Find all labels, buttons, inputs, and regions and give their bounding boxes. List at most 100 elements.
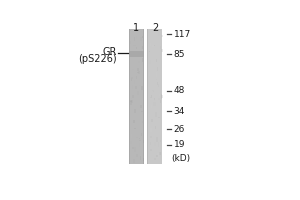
Bar <box>158 84 159 87</box>
Bar <box>143 29 144 164</box>
Bar <box>158 98 160 100</box>
Bar <box>154 50 155 53</box>
Bar <box>157 62 159 65</box>
Bar <box>138 157 139 160</box>
Bar <box>139 143 140 147</box>
Bar <box>158 117 160 118</box>
Bar <box>134 147 136 152</box>
Bar <box>141 133 142 136</box>
Text: (pS226): (pS226) <box>78 54 117 64</box>
Bar <box>143 140 144 143</box>
Bar <box>161 95 163 98</box>
Bar <box>136 154 137 157</box>
Text: GR: GR <box>102 47 117 57</box>
Bar <box>131 159 133 160</box>
Bar <box>140 37 142 41</box>
Bar <box>132 85 133 89</box>
Bar <box>134 128 136 129</box>
Bar <box>149 51 150 52</box>
Text: 85: 85 <box>173 50 185 59</box>
Bar <box>159 30 161 31</box>
Bar <box>134 120 135 123</box>
Bar <box>154 158 156 160</box>
Bar <box>130 78 132 79</box>
Bar <box>151 105 152 108</box>
Bar <box>138 61 140 63</box>
Bar <box>154 142 156 146</box>
Bar <box>136 47 137 49</box>
Bar <box>159 94 160 96</box>
Bar <box>161 29 163 164</box>
Bar <box>160 46 161 49</box>
Bar <box>138 71 140 74</box>
Bar <box>156 137 158 142</box>
Bar <box>135 86 137 89</box>
Bar <box>152 45 154 47</box>
Bar <box>139 140 141 141</box>
Bar <box>129 29 130 164</box>
Bar <box>144 29 147 164</box>
Bar <box>134 45 136 46</box>
Bar <box>149 60 151 64</box>
Bar <box>142 121 143 123</box>
Bar <box>160 100 161 103</box>
Bar <box>154 99 155 101</box>
Bar <box>137 68 139 71</box>
Bar <box>141 86 143 90</box>
Bar <box>150 128 152 132</box>
Bar <box>129 29 144 164</box>
Bar <box>147 29 148 164</box>
Bar <box>157 67 158 71</box>
Bar <box>160 152 161 155</box>
Bar <box>142 46 143 49</box>
Bar <box>154 98 155 100</box>
Bar <box>132 147 134 149</box>
Bar <box>150 69 151 72</box>
Bar <box>141 111 143 112</box>
Bar <box>154 43 155 47</box>
Bar <box>159 152 160 155</box>
Bar <box>139 85 141 86</box>
Bar <box>156 79 157 80</box>
Bar <box>134 37 135 41</box>
Bar <box>142 58 143 62</box>
Bar <box>129 51 144 57</box>
Bar <box>149 79 151 80</box>
Text: 26: 26 <box>173 125 185 134</box>
Bar <box>133 159 135 163</box>
Bar <box>137 72 139 73</box>
Bar <box>152 119 153 122</box>
Bar <box>156 155 158 157</box>
Bar <box>153 102 156 106</box>
Text: 19: 19 <box>173 140 185 149</box>
Bar <box>157 82 158 85</box>
Bar <box>142 158 144 161</box>
Bar <box>150 142 151 145</box>
Bar <box>140 105 142 108</box>
Bar <box>161 49 162 50</box>
Text: 1: 1 <box>133 23 140 33</box>
Bar <box>132 69 134 70</box>
Bar <box>155 112 157 117</box>
Bar <box>136 36 137 39</box>
Bar <box>160 140 161 142</box>
Bar <box>130 100 132 102</box>
Bar <box>130 41 131 44</box>
Bar <box>131 134 132 138</box>
Bar <box>150 43 151 46</box>
Bar <box>153 91 154 92</box>
Text: (kD): (kD) <box>171 154 190 163</box>
Bar <box>152 90 154 91</box>
Bar <box>154 45 155 46</box>
Bar <box>136 91 139 95</box>
Bar <box>130 141 132 144</box>
Bar <box>149 72 150 76</box>
Bar <box>158 142 159 147</box>
Bar <box>156 59 157 62</box>
Bar <box>134 62 135 63</box>
Bar <box>147 29 163 164</box>
Bar <box>139 138 140 139</box>
Bar <box>130 30 131 31</box>
Bar <box>130 101 132 105</box>
Bar <box>140 156 141 160</box>
